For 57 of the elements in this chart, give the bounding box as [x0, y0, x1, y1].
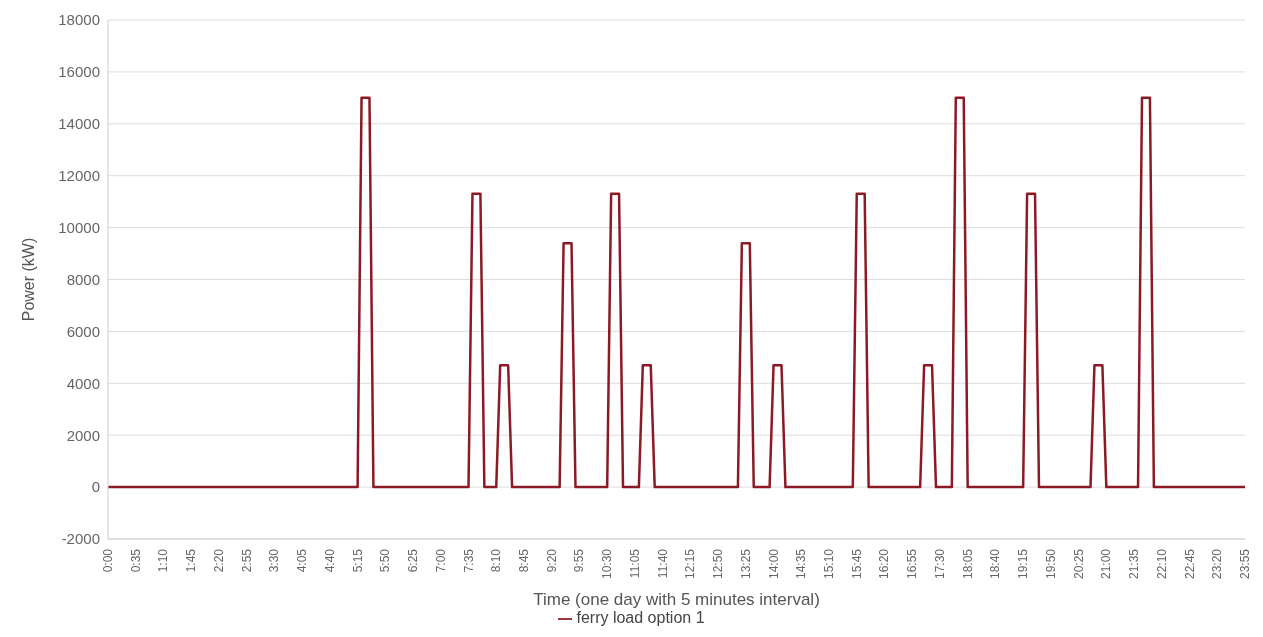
x-tick-label: 16:20: [877, 548, 892, 580]
x-tick-label: 9:20: [544, 548, 559, 573]
x-tick-label: 12:50: [711, 548, 726, 580]
y-tick-label: 18000: [58, 11, 100, 29]
x-tick-label: 10:30: [600, 548, 615, 580]
x-tick-label: 0:00: [101, 548, 115, 573]
x-tick-label: 9:55: [572, 548, 587, 573]
x-tick-label: 22:45: [1182, 548, 1197, 580]
x-tick-label: 17:30: [932, 548, 947, 580]
x-tick-label: 23:55: [1238, 548, 1252, 580]
x-tick-label: 13:25: [738, 548, 753, 580]
x-axis-title: Time (one day with 5 minutes interval): [533, 590, 820, 609]
y-tick-label: 12000: [58, 167, 100, 185]
x-tick-label: 19:15: [1016, 548, 1031, 580]
x-tick-label: 20:25: [1071, 548, 1086, 580]
x-tick-label: 15:10: [822, 548, 837, 580]
x-tick-label: 19:50: [1043, 548, 1058, 580]
x-tick-label: 21:35: [1127, 548, 1142, 580]
x-tick-label: 18:05: [960, 548, 975, 580]
y-tick-label: 14000: [58, 115, 100, 133]
y-axis-title: Power (kW): [19, 237, 37, 322]
x-tick-label: 0:35: [128, 548, 143, 573]
x-tick-label: 3:30: [267, 548, 282, 573]
line-series: [108, 96, 1245, 489]
x-tick-label: 23:20: [1210, 548, 1225, 580]
x-tick-label: 18:40: [988, 548, 1003, 580]
x-tick-label: 4:05: [295, 548, 310, 573]
x-tick-label: 1:10: [156, 548, 171, 573]
y-tick-label: 10000: [58, 218, 100, 236]
x-tick-label: 7:00: [433, 548, 448, 573]
x-tick-label: 6:25: [406, 548, 421, 573]
x-tick-label: 2:55: [239, 548, 254, 573]
y-tick-label: 6000: [66, 322, 100, 340]
x-tick-label: 8:10: [489, 548, 504, 573]
y-tick-label: 0: [91, 478, 100, 496]
x-tick-label: 22:10: [1154, 548, 1169, 580]
x-tick-label: 15:45: [849, 548, 864, 580]
x-tick-label: 5:50: [378, 548, 393, 573]
y-tick-label: 8000: [66, 270, 100, 288]
x-tick-label: 14:00: [766, 548, 781, 580]
y-tick-label: 4000: [66, 374, 100, 392]
x-tick-label: 12:15: [683, 548, 698, 580]
x-tick-label: 14:35: [794, 548, 809, 580]
x-tick-label: 7:35: [461, 548, 476, 573]
y-tick-label: 2000: [66, 426, 100, 444]
x-tick-label: 21:00: [1099, 548, 1114, 580]
x-tick-label: 4:40: [322, 548, 337, 573]
x-tick-label: 11:05: [627, 548, 642, 579]
legend-label: ferry load option 1: [576, 609, 705, 626]
x-tick-label: 11:40: [655, 548, 670, 579]
y-tick-label: 16000: [58, 63, 100, 81]
y-tick-label: -2000: [61, 530, 100, 548]
x-tick-label: 1:45: [184, 548, 199, 573]
x-tick-label: 5:15: [350, 548, 365, 573]
x-tick-label: 2:20: [211, 548, 226, 573]
x-tick-label: 8:45: [516, 548, 531, 573]
x-tick-label: 16:55: [905, 548, 920, 580]
